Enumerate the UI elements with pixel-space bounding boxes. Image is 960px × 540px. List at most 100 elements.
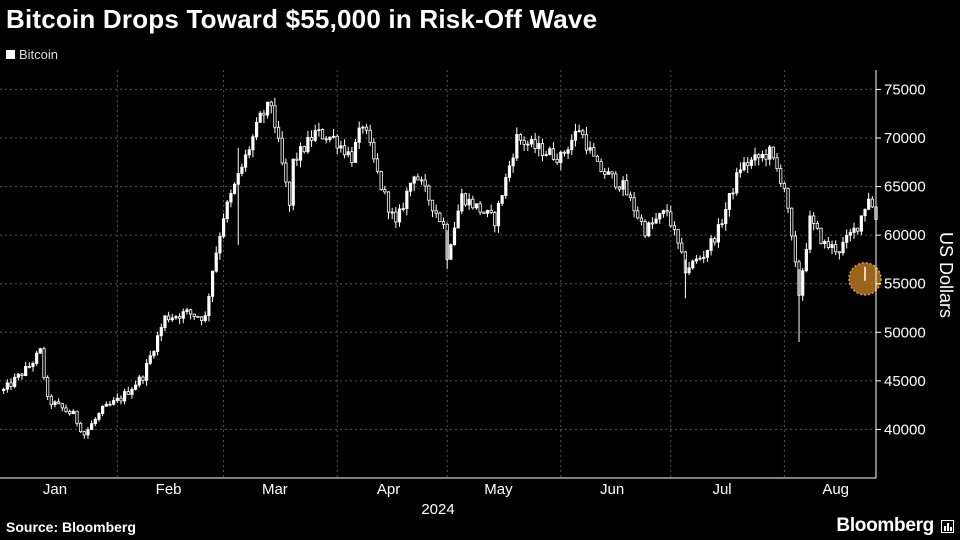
candle-body <box>584 134 589 151</box>
candle-body <box>152 351 156 357</box>
candle-body <box>350 151 354 163</box>
candle-body <box>727 193 731 210</box>
candle-body <box>31 363 35 367</box>
candle-body <box>130 388 134 395</box>
candlestick-series <box>2 97 878 439</box>
candle-body <box>115 397 119 401</box>
candle-body <box>16 373 20 378</box>
candle-body <box>383 189 387 193</box>
candle-body <box>203 315 207 321</box>
candle-body <box>793 235 797 263</box>
x-tick-label: Feb <box>156 481 182 498</box>
candle-body <box>467 198 471 206</box>
candle-body <box>185 309 189 313</box>
candle-body <box>427 185 431 201</box>
candle-body <box>141 376 145 381</box>
y-axis-label: US Dollars <box>936 232 956 318</box>
candle-body <box>529 139 534 145</box>
candle-body <box>753 154 757 161</box>
candle-body <box>276 126 281 139</box>
candle-body <box>38 348 42 354</box>
candle-body <box>577 130 581 133</box>
candle-body <box>493 212 497 227</box>
candle-body <box>735 172 739 194</box>
candle-body <box>251 136 255 151</box>
candle-body <box>357 127 361 143</box>
candle-body <box>449 244 453 260</box>
y-tick-label: 60000 <box>884 227 926 244</box>
candle-body <box>408 182 413 192</box>
x-tick-label: Jun <box>600 481 624 498</box>
candle-body <box>177 316 182 319</box>
x-axis: Jan Feb Mar Apr May Jun Jul Aug <box>0 477 876 498</box>
candle-body <box>636 210 640 219</box>
source-note: Source: Bloomberg <box>6 519 136 535</box>
candle-body <box>423 179 427 187</box>
x-tick-label: Jan <box>43 481 67 498</box>
candle-body <box>287 181 292 206</box>
legend-label: Bitcoin <box>19 47 59 62</box>
candle-body <box>526 143 530 146</box>
candle-body <box>302 146 306 153</box>
candle-body <box>280 137 284 164</box>
candle-body <box>320 129 325 140</box>
candle-body <box>709 238 713 251</box>
candle-body <box>324 138 328 141</box>
candle-body <box>463 193 468 206</box>
candle-body <box>771 146 775 159</box>
y-tick-label: 55000 <box>884 276 926 293</box>
candle-body <box>504 176 508 196</box>
candle-body <box>518 134 523 141</box>
candle-body <box>819 227 823 245</box>
candle-body <box>562 151 567 154</box>
candle-body <box>188 309 193 315</box>
candle-body <box>720 223 724 226</box>
candle-body <box>768 146 772 160</box>
candle-body <box>196 315 200 318</box>
candle-body <box>786 187 790 209</box>
y-tick-label: 70000 <box>884 130 926 147</box>
candle-body <box>240 166 244 174</box>
highlight-layer <box>848 262 882 296</box>
candle-body <box>665 210 669 213</box>
chart-title: Bitcoin Drops Toward $55,000 in Risk-Off… <box>6 4 598 34</box>
candle-body <box>672 225 677 230</box>
candle-body <box>705 250 709 258</box>
candle-body <box>845 234 849 243</box>
candle-body <box>628 194 633 199</box>
candle-body <box>229 193 233 203</box>
candle-body <box>71 410 75 415</box>
candle-body <box>291 158 295 206</box>
candle-body <box>335 135 339 149</box>
candle-body <box>837 251 841 254</box>
candle-body <box>724 209 728 225</box>
candle-body <box>156 335 160 352</box>
candle-body <box>134 384 138 390</box>
candle-body <box>243 154 248 168</box>
candle-body <box>13 376 17 387</box>
candle-body <box>108 403 112 406</box>
candle-body <box>815 223 819 229</box>
candle-body <box>676 229 680 244</box>
candle-body <box>46 377 50 397</box>
candle-body <box>606 171 611 175</box>
candle-body <box>174 316 178 319</box>
candle-body <box>680 242 684 253</box>
candle-body <box>262 112 266 116</box>
candle-body <box>746 162 750 166</box>
candle-body <box>669 211 673 227</box>
candle-body <box>540 143 545 156</box>
candle-body <box>5 382 9 390</box>
candle-body <box>588 147 592 151</box>
candle-body <box>42 348 46 379</box>
candle-body <box>126 391 130 395</box>
candle-body <box>361 126 365 129</box>
candle-body <box>412 176 416 184</box>
candle-body <box>661 210 666 214</box>
candle-body <box>225 201 229 220</box>
candle-body <box>548 148 552 156</box>
candle-body <box>698 257 702 260</box>
candle-body <box>284 162 288 183</box>
candle-body <box>551 148 556 160</box>
